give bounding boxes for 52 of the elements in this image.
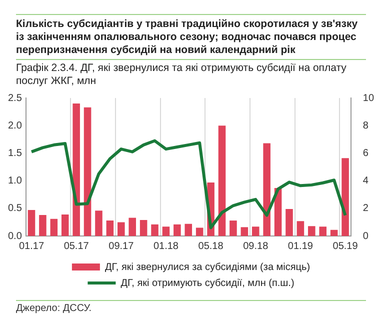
bar	[286, 208, 293, 236]
x-tick-label: 05.17	[64, 240, 90, 252]
y-tick-label: 0.0	[8, 230, 22, 242]
bar	[106, 220, 114, 236]
y2-tick-label: 8	[362, 120, 369, 132]
bar	[162, 226, 170, 236]
bar	[218, 126, 226, 236]
legend-label: ДГ, які звернулися за субсидіями (за місяць)	[104, 262, 310, 273]
x-tick-label: 05.18	[198, 240, 224, 252]
bar	[28, 210, 36, 236]
y2-tick-label: 10	[362, 92, 374, 104]
bar	[140, 220, 148, 236]
text: Джерело: ДССУ.	[16, 303, 366, 314]
y-tick-label: 2.5	[8, 92, 22, 104]
chart-subtitle: Графік 2.3.4. ДГ, які звернулися та які отримують субсидії на оплату послуг ЖКГ, млн	[16, 62, 366, 88]
bar	[84, 107, 92, 236]
bar	[240, 227, 248, 236]
bar	[319, 226, 327, 236]
bar	[196, 228, 204, 236]
chart-title: Кількість субсидіантів у травні традиційно скоротилася у зв'язку із закінченням опалювального сезону; водночас почався процес перепризначення субсидій на новий календарний рік	[16, 18, 359, 57]
bar	[95, 210, 102, 236]
x-tick-label: 01.18	[153, 240, 179, 252]
x-tick-label: 09.17	[108, 240, 134, 252]
bar	[128, 218, 136, 236]
bar	[330, 230, 338, 236]
bar	[308, 226, 316, 236]
bar	[296, 221, 304, 236]
bar	[39, 215, 46, 236]
bar	[174, 224, 181, 236]
y-tick-label: 0.5	[8, 203, 22, 214]
y2-tick-label: 6	[362, 148, 369, 159]
y2-tick-label: 0	[362, 230, 369, 242]
x-tick-label: 01.19	[288, 240, 314, 252]
x-tick-label: 01.17	[18, 240, 44, 252]
bar	[72, 104, 80, 236]
x-tick-label: 09.18	[243, 240, 269, 252]
bar	[118, 222, 125, 236]
y2-tick-label: 4	[362, 176, 369, 187]
bar	[61, 214, 69, 236]
bar	[342, 158, 349, 236]
bar	[252, 226, 260, 236]
y-tick-label: 1.0	[8, 176, 22, 187]
legend-label: ДГ, які отримують субсидії, млн (п.ш.)	[120, 278, 294, 289]
bar	[230, 220, 237, 236]
bar	[151, 224, 158, 236]
y-tick-label: 2.0	[8, 120, 22, 132]
bar	[50, 218, 58, 236]
x-tick-label: 05.19	[332, 240, 358, 252]
bar	[263, 143, 270, 236]
y-tick-label: 1.5	[8, 148, 22, 159]
bar	[184, 224, 192, 236]
y2-tick-label: 2	[362, 203, 369, 214]
